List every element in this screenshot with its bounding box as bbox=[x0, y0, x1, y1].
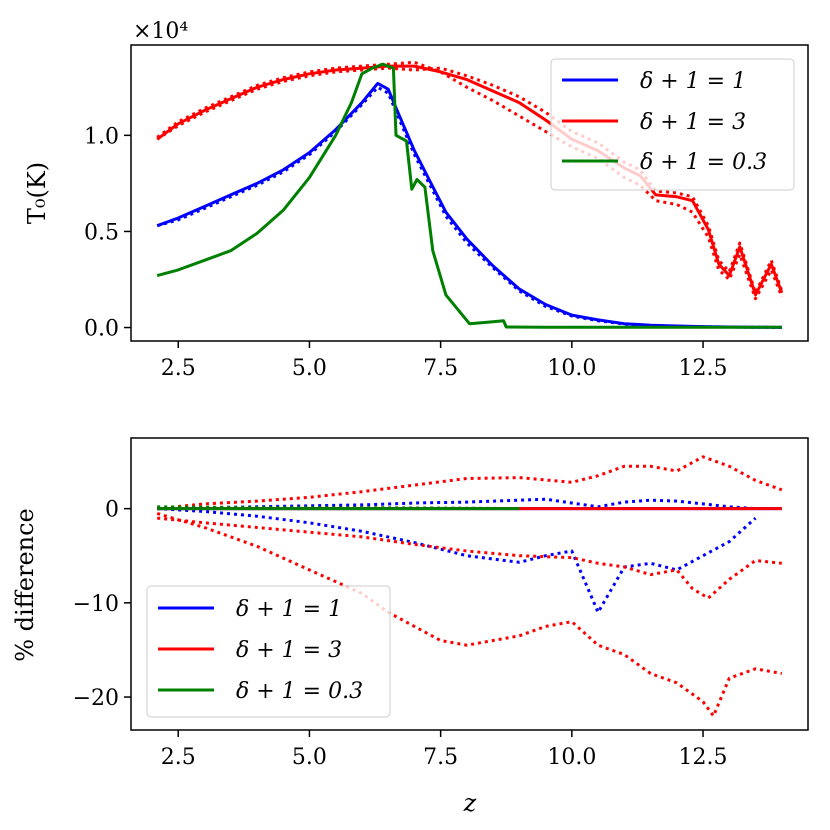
bottom-panel: 2.5 5.0 7.5 10.0 12.50−10−20 % difference z … bbox=[11, 437, 809, 817]
top-ytick-label: 1.0 bbox=[84, 124, 119, 149]
top-series-group bbox=[156, 60, 784, 329]
top-legend: δ + 1 = 1 δ + 1 = 3 δ + 1 = 0.3 bbox=[550, 58, 795, 191]
bottom-xtick-label: 12.5 bbox=[679, 745, 728, 770]
bottom-axes-frame bbox=[130, 437, 809, 731]
bottom-xtick-label: 10.0 bbox=[547, 745, 596, 770]
bottom-ytick-label: −10 bbox=[73, 592, 119, 617]
top-series--1-0-3 bbox=[156, 62, 782, 329]
bottom-xtick-label: 5.0 bbox=[292, 745, 327, 770]
top-series--1-3 bbox=[156, 64, 784, 297]
bottom-series--1-1-variant-2- bbox=[157, 497, 756, 511]
top-legend-label-1: δ + 1 = 1 bbox=[640, 69, 746, 94]
top-xtick-label: 10.0 bbox=[547, 356, 596, 381]
bottom-ytick-label: −20 bbox=[73, 686, 119, 711]
bottom-series--1-3-variant-1- bbox=[156, 511, 783, 718]
top-xtick-label: 2.5 bbox=[161, 356, 196, 381]
bottom-ylabel: % difference bbox=[11, 508, 39, 662]
bottom-xlabel: z bbox=[463, 789, 477, 817]
top-ticks-group: 2.5 5.0 7.5 10.0 12.5 0.0 0.5 1.0 bbox=[84, 124, 728, 381]
top-legend-label-3: δ + 1 = 0.3 bbox=[640, 150, 767, 175]
bottom-series--1-3-variant-2- bbox=[157, 455, 783, 511]
top-legend-box bbox=[550, 58, 795, 191]
bottom-legend-label-2: δ + 1 = 3 bbox=[236, 638, 342, 663]
top-series--1-3-variant-1- bbox=[156, 60, 784, 301]
top-xtick-label: 5.0 bbox=[292, 356, 327, 381]
bottom-series--1-1-variant-1- bbox=[157, 507, 757, 614]
bottom-ytick-label: 0 bbox=[105, 498, 119, 523]
top-panel: 2.5 5.0 7.5 10.0 12.5 0.0 0.5 1.0 ×10⁴ T₀(K) δ … bbox=[23, 19, 809, 381]
top-axes-frame bbox=[130, 44, 809, 342]
top-ytick-label: 0.5 bbox=[84, 220, 119, 245]
top-offset-text: ×10⁴ bbox=[133, 19, 188, 44]
bottom-xtick-label: 2.5 bbox=[161, 745, 196, 770]
top-series--1-3-variant-2- bbox=[156, 66, 784, 295]
top-ytick-label: 0.0 bbox=[84, 317, 119, 342]
top-ylabel: T₀(K) bbox=[23, 162, 51, 224]
top-legend-label-2: δ + 1 = 3 bbox=[640, 110, 746, 135]
bottom-series-group bbox=[156, 455, 783, 718]
bottom-legend: δ + 1 = 1 δ + 1 = 3 δ + 1 = 0.3 bbox=[146, 585, 391, 718]
top-xtick-label: 7.5 bbox=[423, 356, 458, 381]
top-series--1-1 bbox=[156, 81, 782, 329]
bottom-legend-label-3: δ + 1 = 0.3 bbox=[236, 679, 363, 704]
top-xtick-label: 12.5 bbox=[679, 356, 728, 381]
bottom-legend-label-1: δ + 1 = 1 bbox=[236, 597, 342, 622]
bottom-legend-box bbox=[146, 585, 391, 718]
bottom-xtick-label: 7.5 bbox=[423, 745, 458, 770]
bottom-ticks-group: 2.5 5.0 7.5 10.0 12.5 0 −10 −20 bbox=[73, 498, 728, 770]
